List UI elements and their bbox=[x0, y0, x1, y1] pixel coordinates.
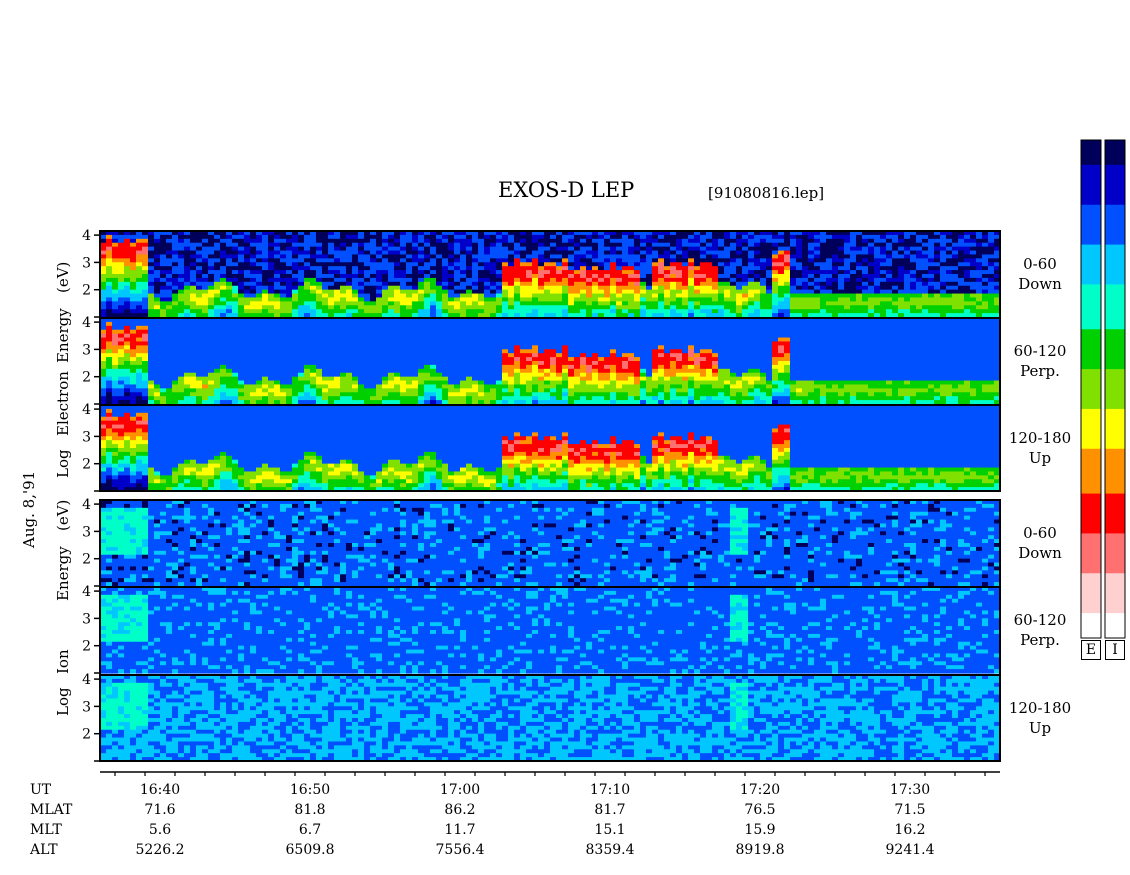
pitch-range: 0-60 bbox=[1000, 254, 1080, 274]
panel-ion-4 bbox=[100, 587, 1001, 674]
electron_axis_label-label-0: Log bbox=[54, 449, 72, 478]
pitch-range: 120-180 bbox=[1000, 428, 1080, 448]
plot-title: EXOS-D LEP bbox=[498, 180, 634, 201]
pitch-range: 60-120 bbox=[1000, 341, 1080, 361]
electron_axis_label-label-1: Electron bbox=[54, 371, 72, 436]
ephemeris-row-label: MLT bbox=[30, 822, 62, 838]
ephemeris-ut-value: 17:10 bbox=[590, 782, 630, 798]
ephemeris-mlat-value: 76.5 bbox=[744, 802, 775, 818]
panel-electron-2 bbox=[100, 405, 1001, 492]
ion-colorbar bbox=[1104, 139, 1126, 639]
ephemeris-mlt-value: 15.1 bbox=[594, 822, 625, 838]
date-label: Aug. 8,'91 bbox=[20, 471, 38, 548]
pitch-direction: Up bbox=[1000, 448, 1080, 468]
panel-ion-3 bbox=[100, 500, 1001, 587]
panel-electron-0 bbox=[100, 231, 1001, 318]
ephemeris-mlt-value: 11.7 bbox=[444, 822, 475, 838]
pitch-direction: Perp. bbox=[1000, 630, 1080, 650]
energy-tick-label: 4 bbox=[82, 315, 91, 331]
energy-tick-label: 4 bbox=[82, 584, 91, 600]
ephemeris-mlat-value: 71.5 bbox=[894, 802, 925, 818]
ion_axis_label-label-3: (eV) bbox=[54, 500, 72, 531]
ion_axis_label-label-1: Ion bbox=[54, 649, 72, 674]
ephemeris-alt-value: 8919.8 bbox=[736, 842, 785, 858]
panel-frames bbox=[99, 230, 1001, 762]
pitch-label: 60-120 Perp. bbox=[1000, 610, 1080, 650]
ephemeris-alt-value: 5226.2 bbox=[136, 842, 185, 858]
energy-tick-label: 2 bbox=[82, 370, 91, 386]
pitch-label: 0-60 Down bbox=[1000, 523, 1080, 563]
energy-tick-label: 3 bbox=[82, 699, 91, 715]
energy-tick-label: 2 bbox=[82, 639, 91, 655]
pitch-label: 120-180 Up bbox=[1000, 428, 1080, 468]
energy-tick-label: 2 bbox=[82, 283, 91, 299]
ephemeris-mlat-value: 71.6 bbox=[144, 802, 175, 818]
ephemeris-mlt-value: 6.7 bbox=[299, 822, 321, 838]
pitch-range: 120-180 bbox=[1000, 698, 1080, 718]
pitch-label: 120-180 Up bbox=[1000, 698, 1080, 738]
ut-time-axis bbox=[100, 771, 1000, 776]
ephemeris-mlat-value: 81.8 bbox=[294, 802, 325, 818]
ephemeris-mlt-value: 15.9 bbox=[744, 822, 775, 838]
ephemeris-row-label: ALT bbox=[30, 842, 58, 858]
ephemeris-ut-value: 17:00 bbox=[440, 782, 480, 798]
panel-ion-5 bbox=[100, 675, 1001, 762]
electron-colorbar bbox=[1080, 139, 1102, 639]
ephemeris-row-label: UT bbox=[30, 782, 51, 798]
ephemeris-ut-value: 17:20 bbox=[740, 782, 780, 798]
ephemeris-alt-value: 7556.4 bbox=[436, 842, 485, 858]
energy-tick-label: 4 bbox=[82, 228, 91, 244]
colorbar-label: E bbox=[1081, 640, 1101, 660]
ephemeris-alt-value: 6509.8 bbox=[286, 842, 335, 858]
energy-tick-label: 2 bbox=[82, 727, 91, 743]
colorbars bbox=[1080, 139, 1126, 639]
energy-tick-label: 3 bbox=[82, 342, 91, 358]
ion_axis_label-label-0: Log bbox=[54, 687, 72, 716]
ephemeris-ut-value: 17:30 bbox=[890, 782, 930, 798]
pitch-range: 60-120 bbox=[1000, 610, 1080, 630]
ephemeris-mlat-value: 86.2 bbox=[444, 802, 475, 818]
ephemeris-ut-value: 16:50 bbox=[290, 782, 330, 798]
electron_axis_label-label-3: (eV) bbox=[54, 262, 72, 293]
panel-electron-1 bbox=[100, 318, 1001, 405]
pitch-direction: Down bbox=[1000, 543, 1080, 563]
pitch-direction: Down bbox=[1000, 274, 1080, 294]
energy-tick-label: 3 bbox=[82, 611, 91, 627]
spectrogram-panels bbox=[100, 231, 1001, 762]
ephemeris-mlt-value: 5.6 bbox=[149, 822, 171, 838]
pitch-label: 60-120 Perp. bbox=[1000, 341, 1080, 381]
ion-frame bbox=[99, 499, 1001, 762]
energy-tick-label: 3 bbox=[82, 524, 91, 540]
ion_axis_label-label-2: Energy bbox=[54, 546, 72, 601]
energy-tick-label: 3 bbox=[82, 255, 91, 271]
energy-tick-label: 2 bbox=[82, 457, 91, 473]
electron-frame bbox=[99, 230, 1001, 492]
pitch-range: 0-60 bbox=[1000, 523, 1080, 543]
energy-tick-label: 4 bbox=[82, 402, 91, 418]
pitch-direction: Up bbox=[1000, 718, 1080, 738]
pitch-direction: Perp. bbox=[1000, 361, 1080, 381]
energy-axis-ticks: 2 3 4 2 3 4 2 3 4 2 3 4 2 3 4 2 3 4 bbox=[82, 228, 100, 762]
energy-tick-label: 3 bbox=[82, 429, 91, 445]
energy-tick-label: 4 bbox=[82, 672, 91, 688]
ephemeris-alt-value: 9241.4 bbox=[886, 842, 935, 858]
ephemeris-alt-value: 8359.4 bbox=[586, 842, 635, 858]
colorbar-label: I bbox=[1105, 640, 1125, 660]
energy-tick-label: 2 bbox=[82, 552, 91, 568]
pitch-label: 0-60 Down bbox=[1000, 254, 1080, 294]
ephemeris-ut-value: 16:40 bbox=[140, 782, 180, 798]
ephemeris-row-label: MLAT bbox=[30, 802, 72, 818]
file-label: [91080816.lep] bbox=[708, 186, 824, 201]
energy-tick-label: 4 bbox=[82, 497, 91, 513]
ephemeris-mlat-value: 81.7 bbox=[594, 802, 625, 818]
electron_axis_label-label-2: Energy bbox=[54, 308, 72, 363]
ephemeris-mlt-value: 16.2 bbox=[894, 822, 925, 838]
